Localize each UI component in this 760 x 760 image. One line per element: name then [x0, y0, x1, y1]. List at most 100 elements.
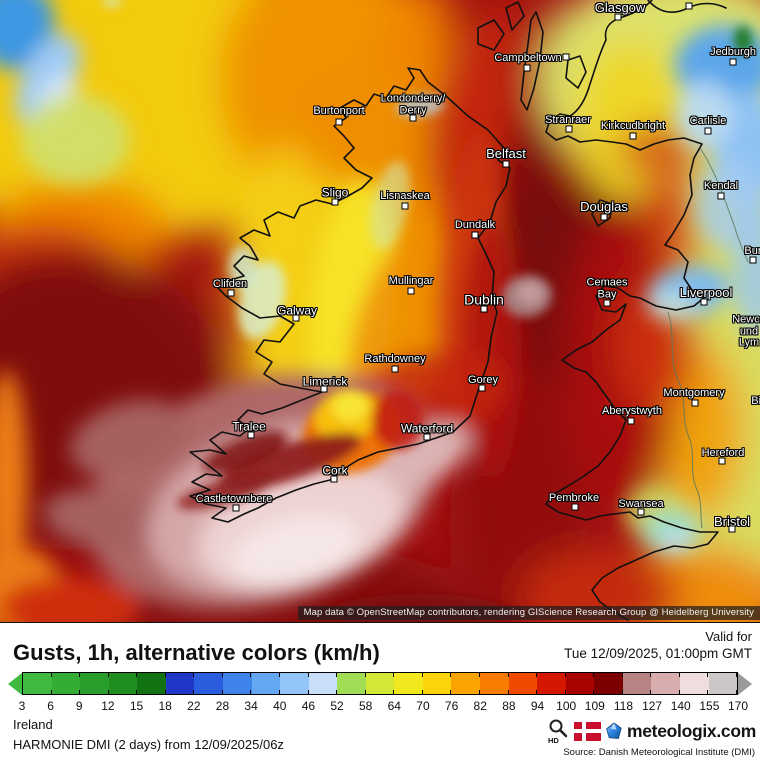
city-marker: [478, 384, 486, 392]
scale-arrow-right: [738, 672, 752, 695]
colorbar-band: [422, 673, 452, 694]
colorbar-tick-label: 15: [129, 699, 144, 713]
city-label: Burtonport: [313, 105, 365, 118]
city-marker: [562, 53, 570, 61]
colorbar-tick-label: 28: [215, 699, 230, 713]
city-marker: [637, 508, 645, 516]
city-marker: [330, 475, 338, 483]
colorbar-band: [679, 673, 709, 694]
map-attribution: Map data © OpenStreetMap contributors, r…: [297, 606, 760, 620]
city-label: Dublin: [464, 291, 504, 308]
city-label: Kirkcudbright: [600, 120, 666, 133]
city-marker: [565, 125, 573, 133]
city-label: Galway: [276, 303, 318, 318]
city-label: Kendal: [703, 180, 739, 193]
city-marker: [331, 198, 339, 206]
colorbar-band: [365, 673, 395, 694]
colorbar-band: [451, 673, 480, 694]
colorbar-tick-label: 109: [584, 699, 605, 713]
colorbar-band: [23, 673, 52, 694]
city-marker: [728, 525, 736, 533]
colorbar-tick-label: 118: [613, 699, 634, 713]
colorbar-labels: 3 6 9 12 15 18 22 28 34 40 46 52 58 64 70 76 82 88 94 100 10…: [18, 699, 748, 713]
colorbar-tick-label: 34: [244, 699, 258, 713]
city-marker: [571, 503, 579, 511]
city-label: Glasgow: [594, 0, 646, 16]
city-label: Pembroke: [548, 492, 600, 505]
city-label: Campbeltown: [494, 52, 562, 65]
city-label: Sligo: [321, 185, 349, 200]
city-marker: [600, 213, 608, 221]
colorbar-tick-label: 76: [444, 699, 459, 713]
colorbar-tick-label: 46: [301, 699, 316, 713]
colorbar-band: [108, 673, 138, 694]
colorbar-band: [251, 673, 281, 694]
city-marker: [691, 399, 699, 407]
city-marker: [718, 457, 726, 465]
city-labels-layer: Glasgow Campbeltown Jedburgh Burtonport Lond…: [196, 0, 760, 533]
city-label: Jedburgh: [710, 46, 756, 59]
hd-label: HD: [547, 736, 559, 745]
colorbar-band: [508, 673, 538, 694]
city-marker: [717, 192, 725, 200]
city-marker: [749, 256, 757, 264]
colorbar-tick-label: 40: [273, 699, 287, 713]
city-label: Liverpool: [679, 285, 733, 301]
city-marker: [471, 231, 479, 239]
colorbar-tick-label: 82: [473, 699, 487, 713]
scale-arrow-left: [8, 672, 22, 695]
city-marker: [603, 299, 611, 307]
brand-name[interactable]: meteologix.com: [626, 720, 756, 741]
colorbar-tick-label: 70: [416, 699, 430, 713]
colorbar-tick-label: 52: [330, 699, 344, 713]
map-canvas[interactable]: Glasgow Campbeltown Jedburgh Burtonport Lond…: [0, 0, 760, 622]
city-marker: [627, 417, 635, 425]
colorbar-tick-label: 3: [18, 699, 26, 713]
colorbar-band: [165, 673, 195, 694]
city-marker: [729, 58, 737, 66]
colorbar-band: [337, 673, 366, 694]
city-marker: [401, 202, 409, 210]
colorbar-tick-label: 12: [101, 699, 115, 713]
colorbar-band: [137, 673, 166, 694]
colorbar-band: [394, 673, 423, 694]
danish-flag-icon: [573, 721, 601, 741]
city-label: Rathdowney: [364, 353, 426, 366]
city-label: Cemaes Bay: [586, 276, 628, 300]
city-label: Tralee: [232, 419, 266, 434]
city-marker: [409, 114, 417, 122]
colorbar-tick-label: 6: [47, 699, 54, 713]
city-label: Limerick: [302, 374, 348, 389]
colorbar-band: [308, 673, 338, 694]
city-marker: [523, 64, 531, 72]
colorbar-tick-label: 140: [670, 699, 691, 713]
hd-zoom-control[interactable]: HD: [547, 719, 570, 745]
city-marker: [292, 314, 300, 322]
city-marker: [704, 127, 712, 135]
city-label: Waterford: [400, 421, 454, 436]
city-marker: [502, 160, 510, 168]
magnifier-icon: [549, 719, 568, 738]
city-marker: [391, 365, 399, 373]
colorbar-band: [537, 673, 566, 694]
model-info: HARMONIE DMI (2 days) from 12/09/2025/06…: [13, 737, 284, 752]
city-label: Mullingar: [388, 275, 434, 288]
colorbar-band: [222, 673, 252, 694]
brand-row: HD meteologix.com: [547, 719, 756, 745]
colorbar-strip: [22, 672, 738, 695]
colorbar-tick-label: 58: [358, 699, 373, 713]
city-label: Cork: [322, 463, 348, 478]
colorbar-tick-label: 94: [530, 699, 545, 713]
colorbar-tick-label: 170: [727, 699, 749, 713]
city-label: Swansea: [618, 498, 664, 511]
colorbar-band: [480, 673, 509, 694]
gust-field-svg: [0, 0, 760, 622]
colorbar-tick-label: 64: [387, 699, 401, 713]
border-lines: [667, 147, 749, 529]
colorbar-tick-label: 127: [642, 699, 663, 713]
colorbar-tick-label: 9: [75, 699, 83, 713]
colorbar-band: [594, 673, 623, 694]
colorbar-band: [80, 673, 109, 694]
city-marker: [480, 305, 488, 313]
